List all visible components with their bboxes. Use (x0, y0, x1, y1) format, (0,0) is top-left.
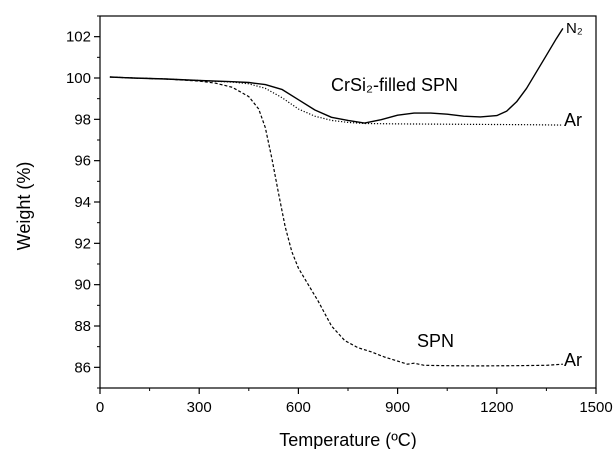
ticks-layer: 0 300 600 900 1200 1500 86 88 90 92 94 96 98 100 102 (66, 15, 613, 416)
crsi2-spn-ar-line (109, 76, 563, 126)
y-tick-label: 88 (74, 318, 91, 335)
y-tick-label: 86 (74, 359, 91, 376)
x-tick-label: 0 (96, 399, 104, 416)
x-tick-label: 1200 (480, 399, 513, 416)
y-tick-label: 102 (66, 29, 91, 46)
ar-label-top: Ar (564, 110, 582, 130)
series-layer (109, 28, 564, 367)
y-tick-label: 90 (74, 277, 91, 294)
y-axis-title: Weight (%) (14, 162, 34, 251)
x-tick-label: 900 (385, 399, 410, 416)
y-tick-label: 92 (74, 235, 91, 252)
y-tick-label: 94 (74, 194, 91, 211)
x-tick-label: 300 (187, 399, 212, 416)
plot-frame (99, 15, 597, 389)
y-tick-label: 100 (66, 70, 91, 87)
crsi2-spn-n2-line (109, 28, 564, 124)
n2-label: N₂ (566, 20, 583, 37)
y-tick-label: 98 (74, 111, 91, 128)
y-tick-label: 96 (74, 153, 91, 170)
x-tick-label: 1500 (579, 399, 612, 416)
x-tick-label: 600 (286, 399, 311, 416)
spn-ar-line (109, 76, 563, 367)
spn-curve-label: SPN (417, 331, 454, 351)
plot-area: 0 300 600 900 1200 1500 86 88 90 92 94 96 98 100 102 (66, 15, 613, 416)
ar-label-bottom: Ar (564, 350, 582, 370)
x-axis-title: Temperature (ºC) (279, 430, 417, 449)
crsi2-curve-label: CrSi₂-filled SPN (331, 75, 458, 95)
